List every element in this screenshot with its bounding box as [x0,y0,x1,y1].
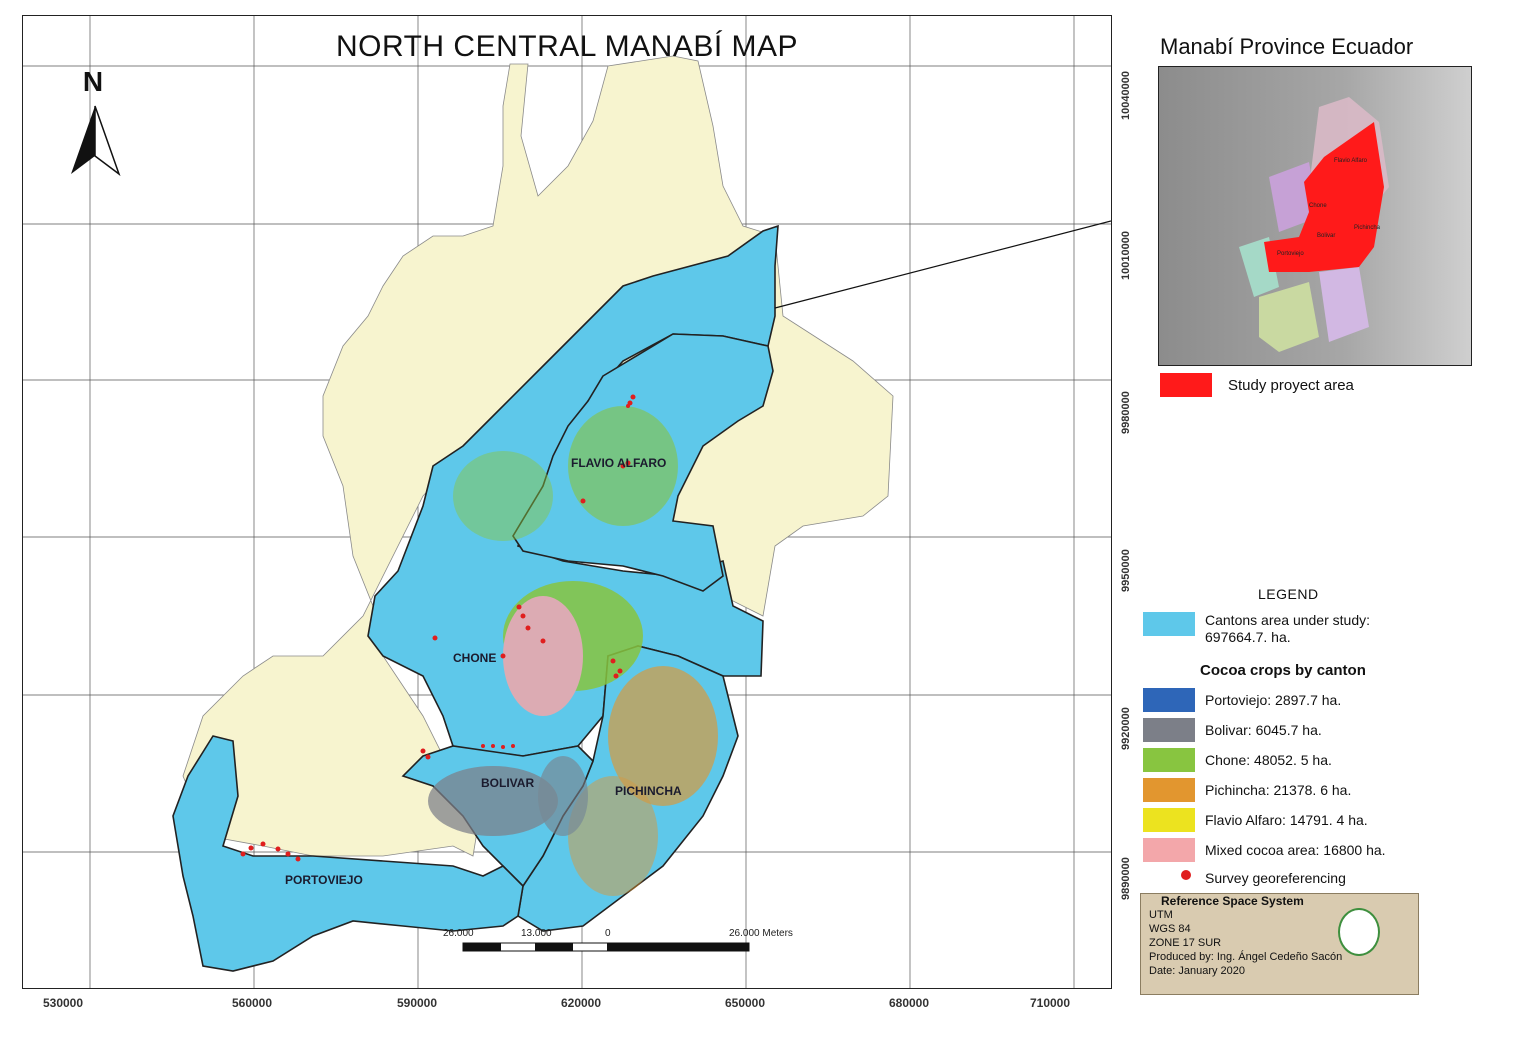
cocoa-patches [428,406,718,896]
legend-swatch [1143,688,1195,712]
legend-label: Chone: 48052. 5 ha. [1205,752,1332,768]
reference-line: Date: January 2020 [1149,965,1246,977]
reference-line: UTM [1149,909,1173,921]
surrounding-land [182,55,894,857]
map-title: NORTH CENTRAL MANABÍ MAP [335,30,799,63]
legend-label: Pichincha: 21378. 6 ha. [1205,782,1352,798]
inset-map: Flavio Alfaro Chone Bolivar Pichincha Po… [1158,66,1472,366]
reference-line: ZONE 17 SUR [1149,937,1222,949]
legend-label: Portoviejo: 2897.7 ha. [1205,692,1342,708]
legend-swatch [1143,748,1195,772]
y-tick: 10040000 [1120,71,1132,120]
inset-study-area [1264,122,1384,272]
legend-label: Flavio Alfaro: 14791. 4 ha. [1205,812,1368,828]
y-tick: 9980000 [1120,391,1132,434]
legend-swatch [1143,778,1195,802]
scale-label-mid: 13.000 [521,928,552,939]
institution-logo-icon [1338,908,1380,956]
inset-label: Flavio Alfaro [1334,158,1368,164]
scale-bar [462,942,750,952]
inset-label: Portoviejo [1277,251,1304,257]
label-pichincha: PICHINCHA [615,784,682,798]
inset-connector [774,220,1111,309]
scale-label-left: 26.000 [443,928,474,939]
x-tick: 710000 [1029,996,1071,1010]
inset-label: Pichincha [1354,225,1381,231]
x-tick: 680000 [888,996,930,1010]
x-tick: 650000 [724,996,766,1010]
inset-legend-label: Study proyect area [1228,377,1354,394]
legend-swatch [1143,808,1195,832]
legend-swatch [1143,612,1195,636]
canton-portoviejo [172,735,524,972]
x-tick: 590000 [396,996,438,1010]
legend-subtitle: Cocoa crops by canton [1200,662,1366,679]
x-tick: 560000 [231,996,273,1010]
legend-label: Mixed cocoa area: 16800 ha. [1205,842,1386,858]
legend-label: Survey georeferencing [1205,870,1346,886]
scale-label-zero: 0 [605,928,611,939]
north-label: N [82,66,104,97]
legend-title: LEGEND [1258,586,1319,602]
inset-label: Chone [1309,203,1327,209]
y-tick: 9890000 [1120,857,1132,900]
north-indicator: N [63,66,123,98]
survey-points [240,394,636,862]
label-flavio-alfaro: FLAVIO ALFARO [571,456,667,470]
inset-legend-swatch [1160,373,1212,397]
reference-box: Reference Space System UTM WGS 84 ZONE 1… [1140,893,1419,995]
scale-label-right: 26.000 Meters [729,928,793,939]
legend-swatch [1143,718,1195,742]
y-tick: 9920000 [1120,707,1132,750]
label-chone: CHONE [453,651,497,665]
legend-swatch [1143,838,1195,862]
north-arrow-icon [71,105,121,177]
reference-title: Reference Space System [1161,894,1304,908]
inset-title: Manabí Province Ecuador [1160,34,1414,59]
map-frame: NORTH CENTRAL MANABÍ MAP N FLAVIO ALFARO… [22,15,1112,989]
map-canvas [23,16,1111,988]
survey-point-icon [1181,870,1191,880]
reference-line: WGS 84 [1149,923,1191,935]
label-bolivar: BOLIVAR [481,776,535,790]
legend-label: Bolivar: 6045.7 ha. [1205,722,1322,738]
y-tick: 10010000 [1120,231,1132,280]
inset-canvas: Flavio Alfaro Chone Bolivar Pichincha Po… [1159,67,1471,365]
x-tick: 620000 [560,996,602,1010]
x-tick: 530000 [42,996,84,1010]
legend-label: Cantons area under study: 697664.7. ha. [1205,612,1370,645]
y-tick: 9950000 [1120,549,1132,592]
inset-label: Bolivar [1317,233,1335,239]
reference-line: Produced by: Ing. Ángel Cedeño Sacón [1149,951,1343,963]
label-portoviejo: PORTOVIEJO [285,873,363,887]
